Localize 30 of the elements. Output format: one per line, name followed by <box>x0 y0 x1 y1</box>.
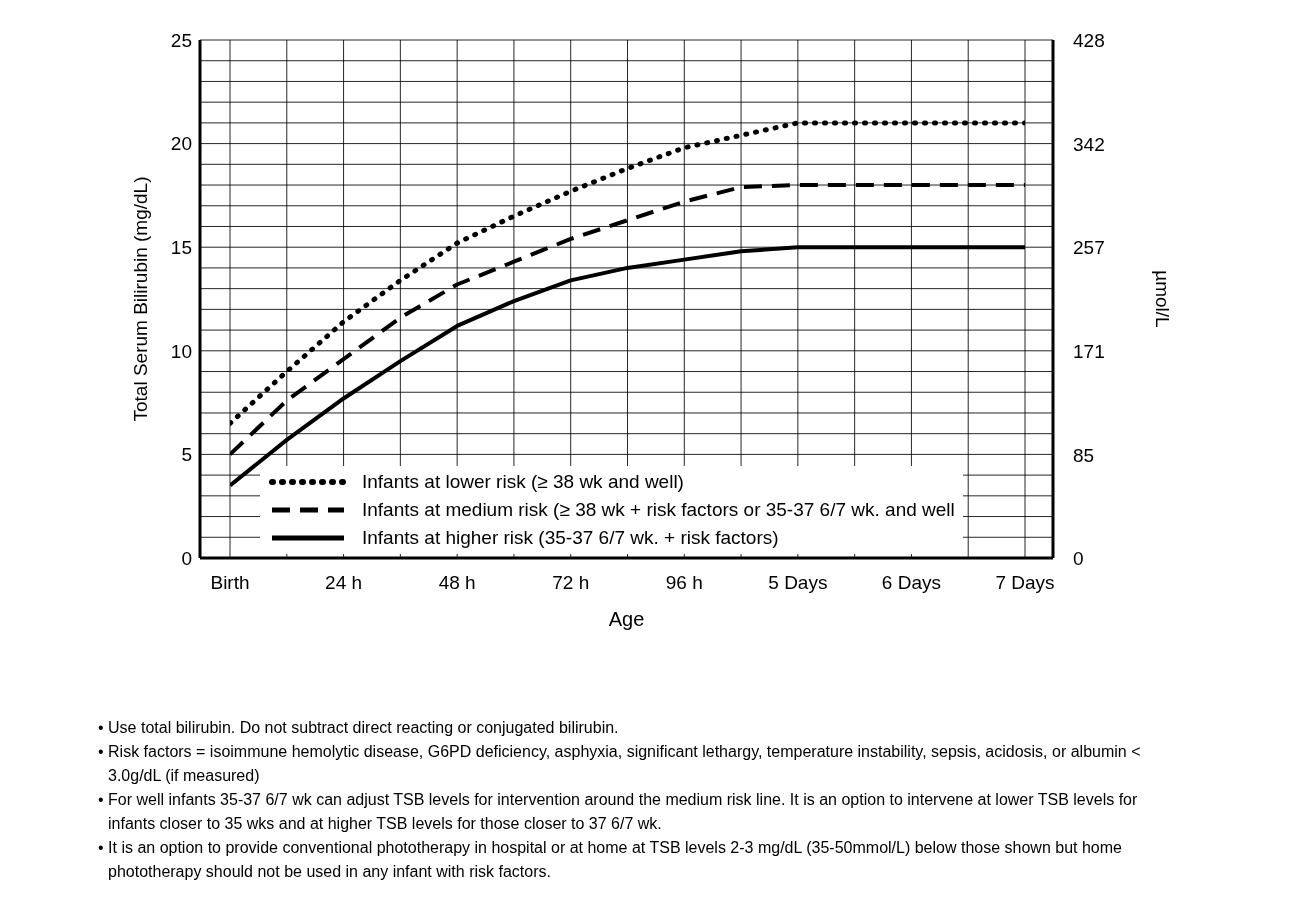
y-tick-label: 0 <box>181 547 192 569</box>
y2-axis-title: µmol/L <box>1152 270 1174 328</box>
y-axis-title: Total Serum Bilirubin (mg/dL) <box>129 176 151 422</box>
y2-tick-label: 342 <box>1073 133 1105 155</box>
y2-tick-label: 171 <box>1073 340 1105 362</box>
text: • Use total bilirubin. Do not subtract direct reacting or conjugated bilirubin. <box>98 718 620 738</box>
legend-label: Infants at higher risk (35-37 6/7 wk. + risk factors) <box>362 527 779 549</box>
x-tick-label: Birth <box>210 572 250 594</box>
text: • For well infants 35-37 6/7 wk can adjust TSB levels for intervention around the medium risk line. It is an option to intervene at lower TSB levels for infants closer to 35 wks and at higher TSB levels for those closer to 37 6/7 wk. <box>98 790 1139 834</box>
y2-tick-label: 428 <box>1073 29 1105 51</box>
x-tick-label: 48 h <box>438 572 476 594</box>
text: • It is an option to provide conventional phototherapy in hospital or at home at TSB levels 2-3 mg/dL (35-50mmol/L) below those shown but home phototherapy should not be used in any infant with risk factors. <box>98 838 1123 882</box>
x-tick-label: 6 Days <box>881 572 941 594</box>
y-tick-label: 10 <box>170 340 192 362</box>
y2-tick-label: 85 <box>1073 444 1095 466</box>
y-tick-label: 15 <box>170 236 192 258</box>
legend-label: Infants at lower risk (≥ 38 wk and well) <box>362 471 684 493</box>
y-tick-label: 5 <box>181 444 192 466</box>
x-tick-label: 24 h <box>325 572 363 594</box>
x-tick-label: 96 h <box>665 572 703 594</box>
y2-tick-label: 0 <box>1073 547 1084 569</box>
y-tick-label: 25 <box>170 29 192 51</box>
x-tick-label: 72 h <box>552 572 590 594</box>
y2-tick-label: 257 <box>1073 236 1105 258</box>
legend-label: Infants at medium risk (≥ 38 wk + risk factors or 35-37 6/7 wk. and well <box>362 499 955 521</box>
x-tick-label: 7 Days <box>995 572 1055 594</box>
text: • Risk factors = isoimmune hemolytic disease, G6PD deficiency, asphyxia, significant lethargy, temperature instability, sepsis, acidosis, or albumin < 3.0g/dL (if measured) <box>98 742 1142 786</box>
y-tick-label: 20 <box>170 133 192 155</box>
x-tick-label: 5 Days <box>768 572 828 594</box>
x-axis-title: Age <box>608 608 645 630</box>
